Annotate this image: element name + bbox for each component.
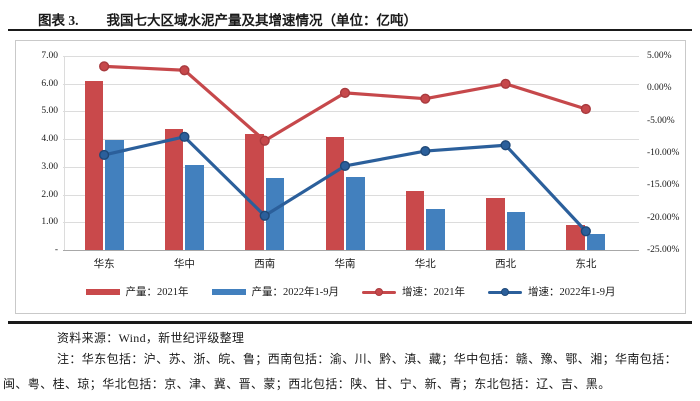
- y-axis-line: [64, 56, 65, 250]
- production-bar-2022: [105, 139, 124, 250]
- gridline: [63, 250, 639, 251]
- production-bar-2021: [325, 137, 344, 250]
- data-source: 资料来源：Wind，新世纪评级整理: [57, 331, 245, 345]
- production-bar-2022: [346, 176, 365, 250]
- legend-marker-dot: [375, 287, 383, 296]
- production-bar-2022: [185, 165, 204, 250]
- legend-item: 增速：2021年: [362, 284, 465, 299]
- legend-item: 产量：2021年: [85, 284, 189, 299]
- gridline: [63, 56, 639, 57]
- production-bar-2021: [486, 197, 505, 250]
- gridline: [63, 111, 639, 113]
- title-divider: [8, 29, 692, 31]
- production-bar-2021: [405, 190, 425, 250]
- legend-item: 产量：2022年1-9月: [211, 284, 340, 299]
- data-point-marker: [420, 145, 431, 157]
- legend-item: 增速：2022年1-9月: [488, 284, 616, 299]
- right-axis-tick: 5.00%: [647, 51, 672, 61]
- left-axis-tick: 1.00: [41, 217, 58, 228]
- right-axis-tick: -20.00%: [647, 212, 680, 223]
- data-point-marker: [339, 160, 351, 172]
- production-bar-2022: [265, 178, 285, 250]
- left-axis-tick: 6.00: [41, 78, 58, 89]
- production-bar-2021: [245, 133, 264, 250]
- production-bar-2022: [586, 234, 606, 250]
- legend-label: 产量：2021年: [125, 287, 189, 298]
- chart-container: 7.00 6.00 5.00 4.00 3.00 2.00 1.00-5.00% 0.00% -…: [15, 40, 686, 314]
- gridline: [63, 83, 639, 85]
- data-point-marker: [420, 93, 431, 104]
- category-label: 西南: [254, 259, 276, 270]
- figure-title-text: 我国七大区域水泥产量及其增速情况（单位：亿吨）: [106, 13, 418, 28]
- data-point-marker: [580, 103, 591, 115]
- data-point-marker: [179, 65, 190, 76]
- production-bar-2022: [506, 212, 526, 250]
- legend-label: 增速：2022年1-9月: [528, 287, 616, 298]
- category-label: 华北: [414, 259, 436, 270]
- left-axis-tick: 5.00: [41, 106, 58, 117]
- left-axis-tick: 4.00: [41, 134, 58, 145]
- data-point-marker: [339, 87, 351, 98]
- left-axis-tick: 7.00: [41, 51, 58, 61]
- footnote: 注：华东包括：沪、苏、浙、皖、鲁；西南包括：渝、川、黔、滇、藏；华中包括：赣、豫…: [3, 352, 678, 391]
- legend-line-swatch: [488, 287, 522, 297]
- data-point-marker: [259, 135, 270, 146]
- gridline: [63, 166, 639, 168]
- data-point-marker: [99, 149, 110, 161]
- left-axis-tick: -: [54, 245, 58, 255]
- legend-bar-swatch: [85, 288, 120, 295]
- category-label: 华东: [93, 259, 115, 270]
- growth-lines-layer: [99, 61, 591, 237]
- legend-line-swatch: [362, 287, 396, 297]
- production-bar-2021: [566, 225, 585, 250]
- chart-legend: 产量：2021年 产量：2022年1-9月 增速：2021年 增速：2022年1-9月: [16, 284, 685, 299]
- data-point-marker: [500, 140, 511, 151]
- legend-bar-swatch: [211, 288, 246, 295]
- category-label: 华中: [173, 259, 195, 270]
- data-point-marker: [500, 78, 511, 89]
- category-label: 东北: [575, 259, 597, 270]
- right-axis-tick: -5.00%: [647, 115, 675, 126]
- growth-line-2021: [104, 64, 587, 143]
- production-bar-2022: [426, 208, 445, 250]
- production-bar-2021: [84, 81, 104, 250]
- right-axis-tick: -10.00%: [647, 148, 680, 158]
- right-axis-tick: -15.00%: [647, 180, 680, 191]
- production-bar-2021: [164, 128, 184, 250]
- category-label: 华南: [334, 259, 356, 270]
- legend-label: 增速：2021年: [402, 287, 465, 298]
- chart-plot-area: 7.00 6.00 5.00 4.00 3.00 2.00 1.00-5.00% 0.00% -…: [16, 41, 685, 313]
- data-point-marker: [259, 210, 270, 221]
- right-axis-tick: 0.00%: [647, 83, 672, 94]
- gridline: [63, 139, 639, 141]
- figure-number: 图表 3.: [38, 13, 79, 28]
- figure-title: 图表 3. 我国七大区域水泥产量及其增速情况（单位：亿吨）: [38, 9, 417, 29]
- legend-marker-dot: [501, 287, 509, 296]
- category-label: 西北: [495, 259, 517, 270]
- data-point-marker: [99, 61, 110, 72]
- right-axis-tick: -25.00%: [647, 245, 680, 255]
- data-point-marker: [179, 131, 190, 142]
- data-point-marker: [580, 226, 591, 237]
- growth-line-2022: [103, 135, 588, 233]
- footer-divider: [8, 321, 692, 324]
- left-axis-tick: 2.00: [41, 189, 58, 200]
- left-axis-tick: 3.00: [41, 161, 58, 172]
- legend-label: 产量：2022年1-9月: [251, 287, 340, 298]
